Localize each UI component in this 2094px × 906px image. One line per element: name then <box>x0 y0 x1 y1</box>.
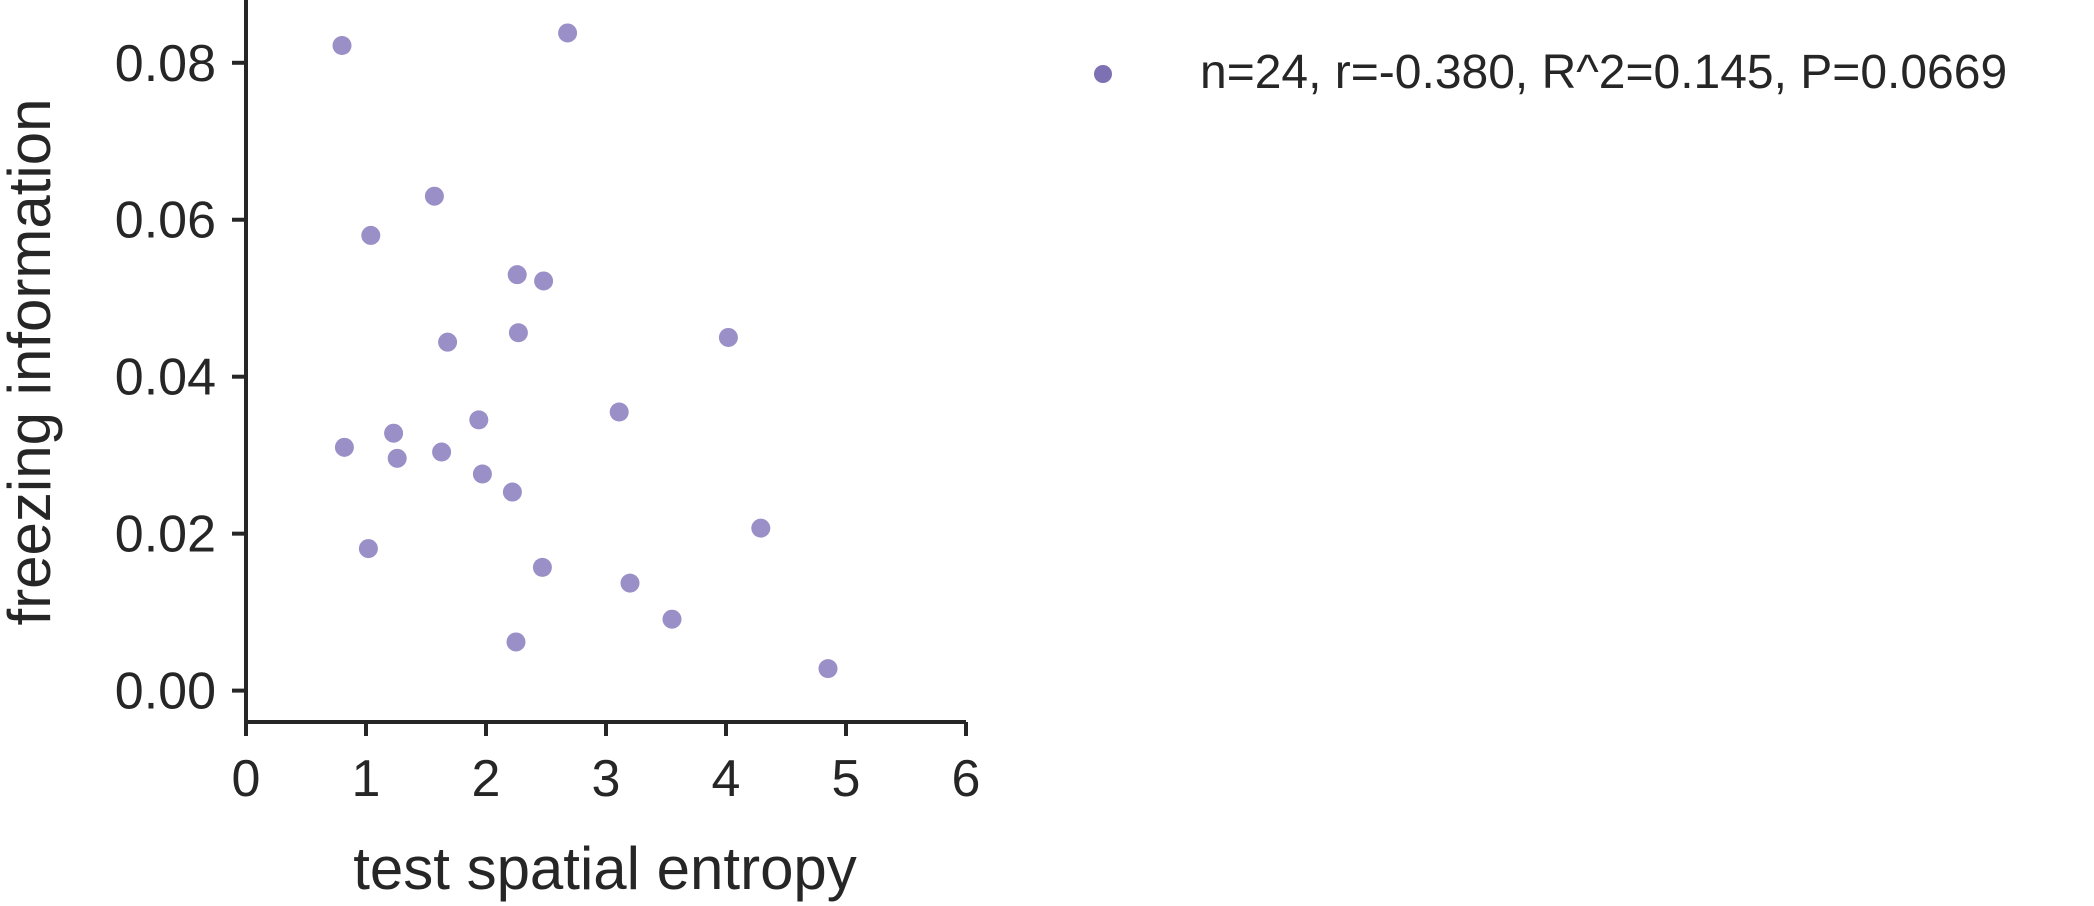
data-point <box>387 448 407 468</box>
data-point <box>508 323 528 343</box>
x-tick-label: 1 <box>352 750 381 808</box>
data-point <box>609 402 629 422</box>
data-point <box>334 437 354 457</box>
data-point <box>662 609 682 629</box>
data-point <box>432 442 452 462</box>
data-point <box>472 464 492 484</box>
data-point <box>424 186 444 206</box>
x-tick-label: 3 <box>592 750 621 808</box>
points-layer <box>332 23 838 679</box>
y-tick-label: 0.08 <box>115 35 216 93</box>
data-point <box>384 423 404 443</box>
data-point <box>332 36 352 56</box>
data-point <box>506 632 526 652</box>
data-point <box>534 271 554 291</box>
legend-marker <box>1094 65 1112 83</box>
x-tick-label: 2 <box>472 750 501 808</box>
x-tick-label: 0 <box>232 750 261 808</box>
x-ticks: 0 1 2 3 4 5 6 <box>232 722 981 808</box>
x-tick-label: 4 <box>712 750 741 808</box>
legend-label: n=24, r=-0.380, R^2=0.145, P=0.0669 <box>1200 46 2007 99</box>
y-tick-label: 0.02 <box>115 506 216 564</box>
legend: n=24, r=-0.380, R^2=0.145, P=0.0669 <box>1094 46 2007 99</box>
data-point <box>718 327 738 347</box>
y-tick-label: 0.06 <box>115 192 216 250</box>
data-point <box>620 573 640 593</box>
data-point <box>751 518 771 538</box>
data-point <box>438 332 458 352</box>
data-point <box>361 225 381 245</box>
y-tick-label: 0.04 <box>115 349 216 407</box>
data-point <box>507 265 527 285</box>
data-point <box>502 482 522 502</box>
data-point <box>818 659 838 679</box>
data-point <box>358 539 378 559</box>
data-point <box>558 23 578 43</box>
y-tick-label: 0.00 <box>115 663 216 721</box>
x-tick-label: 6 <box>952 750 981 808</box>
data-point <box>469 410 489 430</box>
y-axis-title: freezing information <box>0 99 63 626</box>
y-ticks: 0.00 0.02 0.04 0.06 0.08 <box>115 35 246 721</box>
data-point <box>532 557 552 577</box>
x-tick-label: 5 <box>832 750 861 808</box>
x-axis-title: test spatial entropy <box>353 835 857 902</box>
